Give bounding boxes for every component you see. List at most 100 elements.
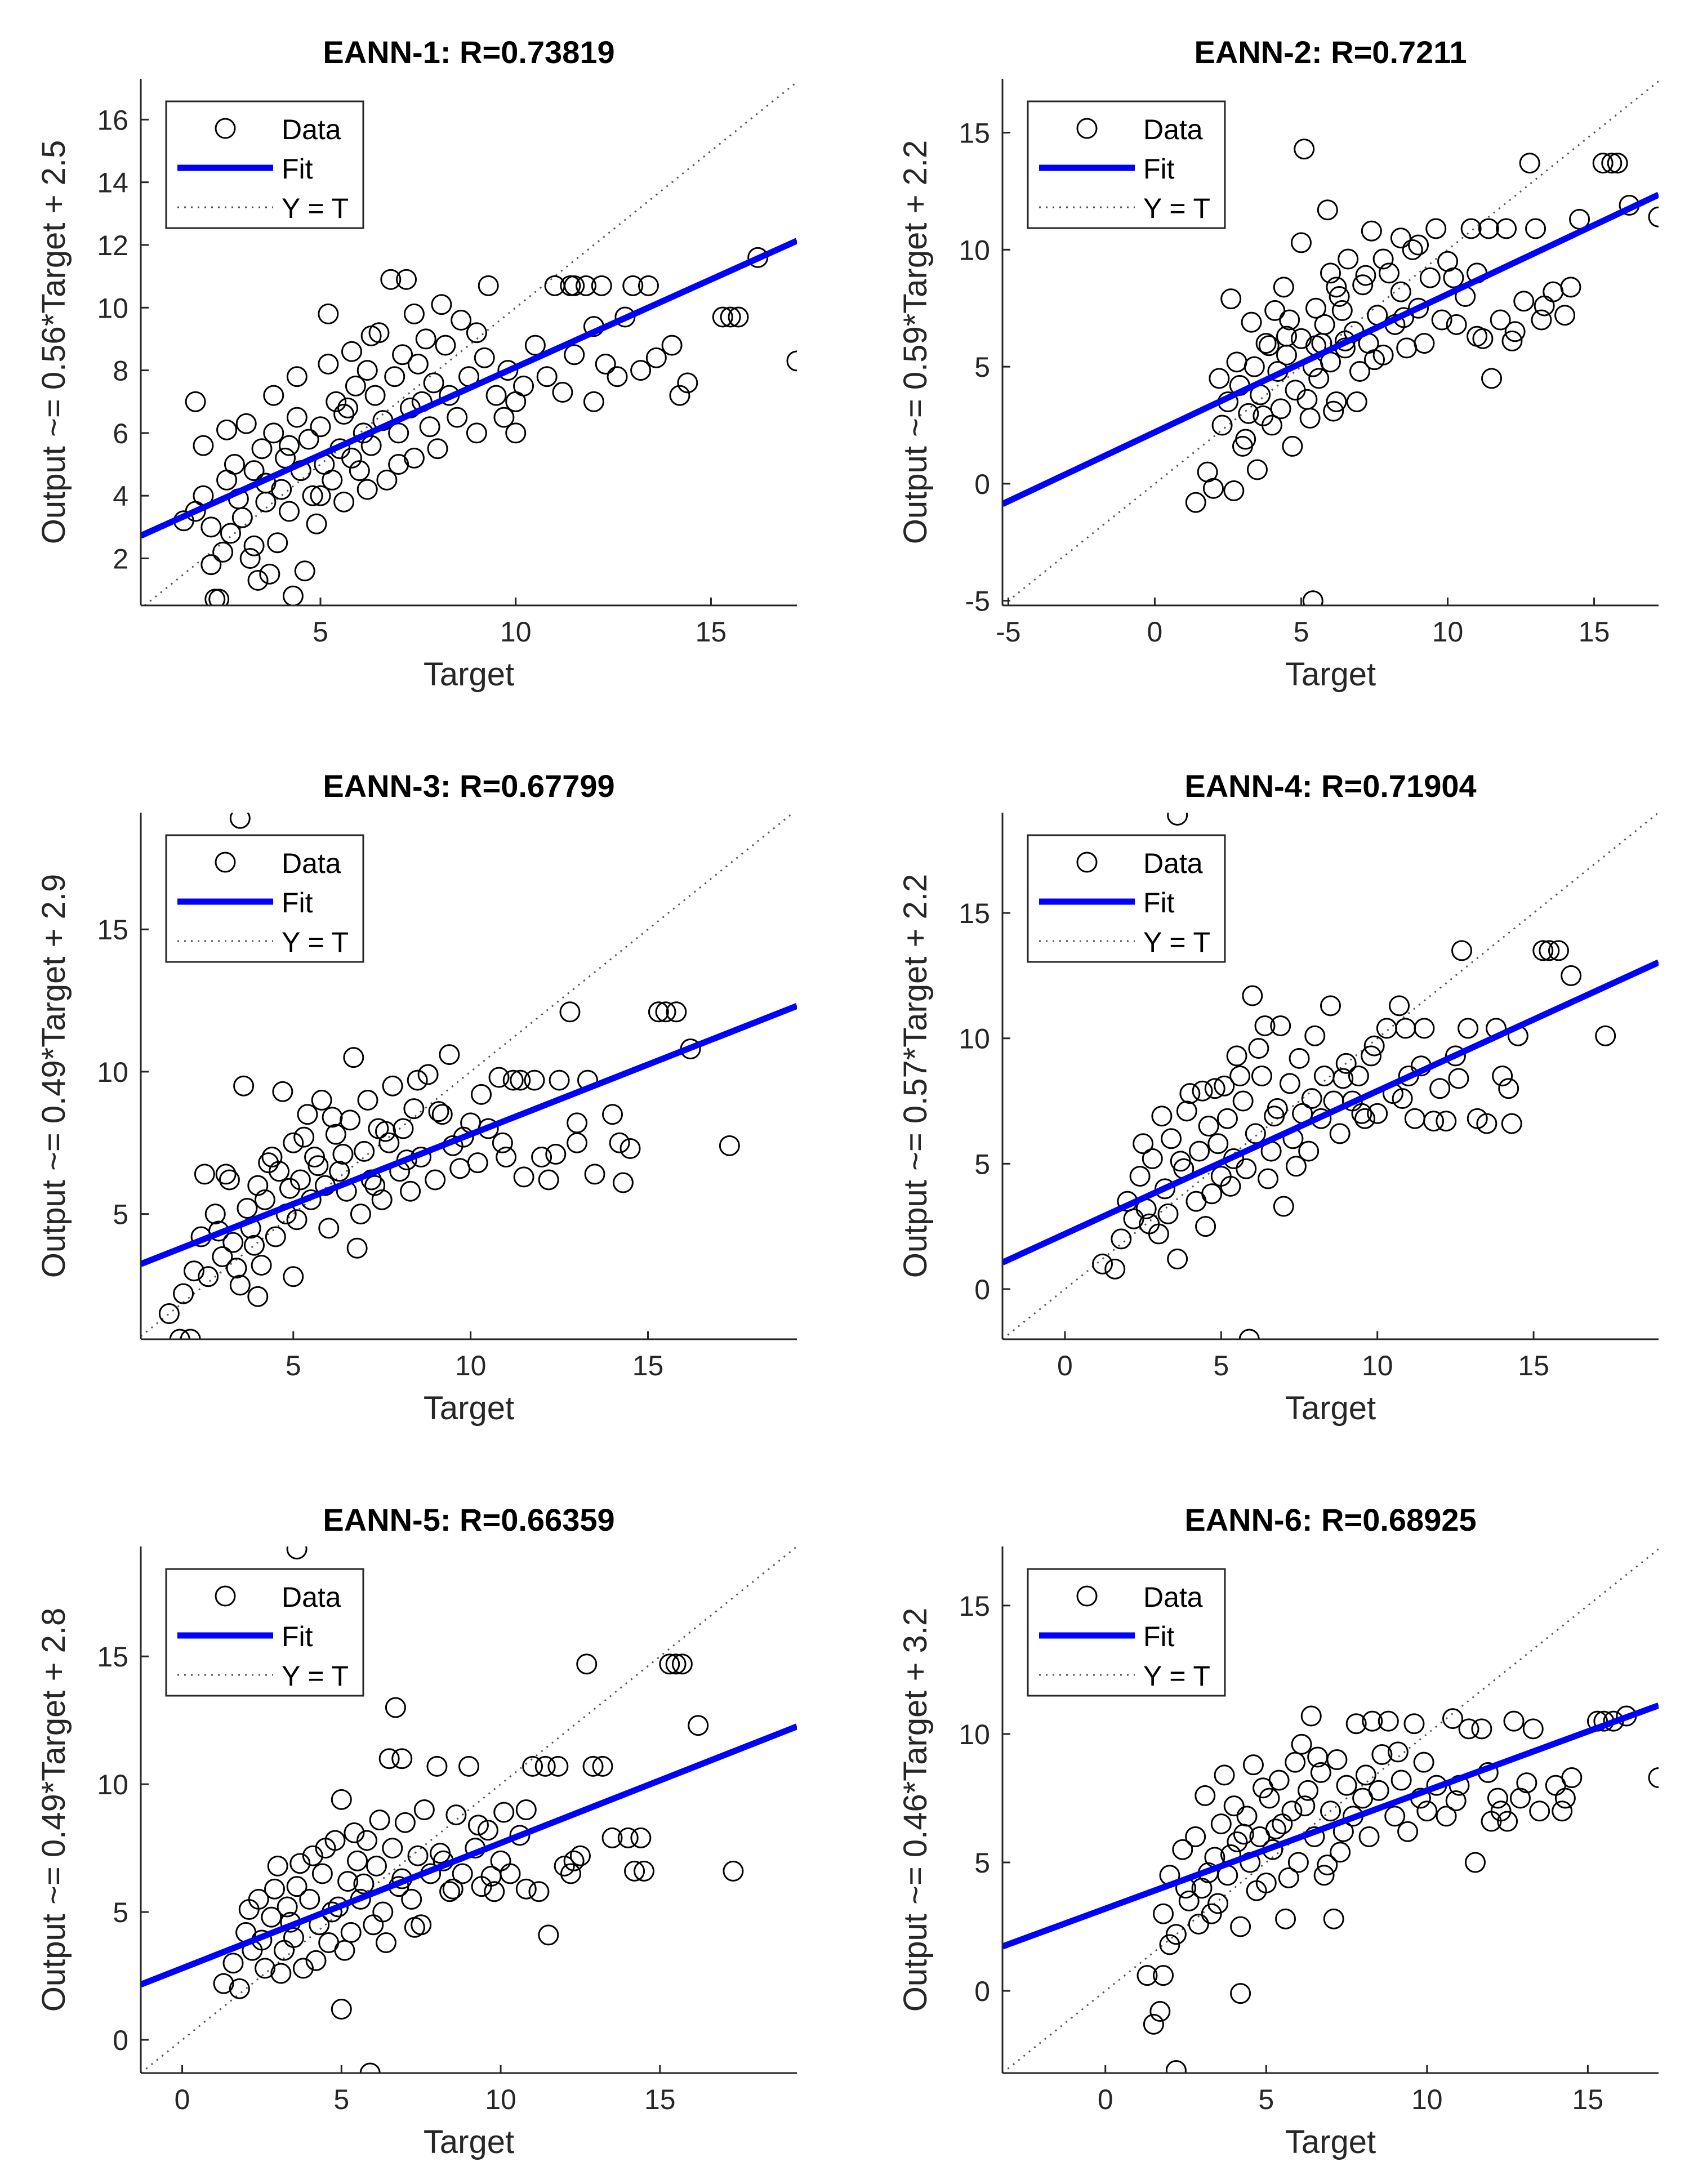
data-point	[510, 1069, 531, 1091]
data-point	[346, 1237, 368, 1259]
legend-fit-label: Fit	[282, 887, 313, 919]
data-point	[1255, 333, 1277, 354]
data-point	[1445, 1045, 1466, 1067]
y-tick-label: 0	[974, 469, 990, 500]
data-point	[340, 1922, 362, 1943]
data-point	[1092, 1253, 1113, 1274]
y-tick-label: 15	[97, 914, 128, 946]
data-point	[1291, 1733, 1312, 1755]
data-point	[1317, 1855, 1338, 1876]
data-point	[1238, 1329, 1260, 1339]
data-point	[1273, 277, 1294, 298]
x-tick-label: 10	[1432, 616, 1464, 648]
data-point	[1532, 940, 1554, 961]
data-point	[1349, 360, 1371, 382]
data-point	[1525, 218, 1546, 239]
data-point	[1308, 368, 1330, 389]
legend-data-marker	[215, 1585, 236, 1607]
data-point	[1305, 297, 1326, 319]
data-point	[1142, 1148, 1163, 1169]
data-point	[404, 1916, 425, 1938]
data-point	[1143, 2013, 1164, 2035]
data-point	[1317, 199, 1338, 221]
data-point	[1522, 1718, 1544, 1740]
reference-line-y-equals-t	[144, 81, 797, 605]
data-point	[1458, 1018, 1479, 1039]
y-tick-label: 10	[97, 292, 128, 324]
data-point	[538, 1169, 559, 1191]
data-point	[1279, 1073, 1300, 1094]
data-point	[1246, 459, 1268, 480]
data-point	[263, 422, 284, 444]
y-tick-label: 5	[974, 1847, 990, 1879]
data-point	[1361, 220, 1382, 242]
legend-fit-label: Fit	[1143, 1621, 1175, 1652]
data-point	[1323, 1908, 1344, 1929]
subplot-eann-1: 5 10 15 2 4 6 8 10 12 14 16 EANN-1: R=0.73819 Target…	[35, 34, 797, 693]
data-point	[219, 1169, 240, 1191]
data-point	[286, 366, 307, 387]
data-point	[1253, 405, 1274, 426]
data-point	[1458, 1718, 1479, 1740]
data-point	[1192, 1080, 1213, 1102]
legend-ref-label: Y = T	[1143, 926, 1210, 958]
data-point	[1195, 1785, 1216, 1806]
data-point	[322, 1107, 343, 1128]
data-point	[712, 306, 733, 328]
data-point	[1176, 1100, 1197, 1122]
legend-data-label: Data	[282, 1581, 341, 1613]
data-point	[567, 1112, 588, 1134]
data-point	[634, 1860, 655, 1882]
data-point	[1264, 300, 1286, 321]
data-point	[477, 1820, 498, 1841]
data-point	[1361, 1045, 1382, 1067]
data-point	[1467, 326, 1488, 347]
legend-data-marker	[1076, 118, 1098, 139]
data-point	[559, 1001, 581, 1023]
data-point	[1372, 248, 1394, 270]
data-point	[306, 513, 327, 534]
data-point	[442, 1878, 463, 1900]
legend-data-marker	[215, 118, 236, 139]
data-point	[183, 1260, 204, 1282]
legend-data-label: Data	[282, 848, 341, 879]
x-tick-label: 0	[175, 2084, 190, 2115]
data-point	[388, 422, 409, 444]
data-point	[1519, 153, 1540, 174]
data-point	[360, 325, 382, 346]
data-points	[173, 247, 797, 605]
data-point	[648, 1001, 669, 1023]
data-point	[1513, 291, 1535, 312]
data-point	[267, 532, 288, 554]
data-point	[333, 491, 355, 512]
data-point	[1332, 1068, 1354, 1089]
data-point	[366, 1855, 387, 1877]
data-point	[1201, 1183, 1223, 1205]
x-tick-label: 0	[1057, 1350, 1073, 1381]
data-point	[1330, 1842, 1351, 1863]
data-point	[1294, 1795, 1316, 1817]
data-point	[1503, 1710, 1525, 1732]
data-point	[372, 1901, 394, 1923]
data-point	[1161, 1128, 1182, 1149]
y-tick-label: 6	[113, 418, 128, 449]
data-point	[1167, 1249, 1188, 1270]
data-point	[329, 1161, 350, 1182]
data-point	[215, 1164, 237, 1185]
data-point	[1214, 1764, 1235, 1786]
data-point	[369, 1809, 390, 1831]
data-point	[229, 813, 251, 829]
data-point	[1509, 1788, 1531, 1809]
data-point	[1195, 1216, 1216, 1237]
subplot-eann-3: 5 10 15 5 10 15 EANN-3: R=0.67799 Target Output …	[35, 768, 797, 1427]
data-point	[1298, 1140, 1320, 1162]
y-tick-label: 0	[974, 1976, 990, 2007]
data-point	[289, 1169, 311, 1191]
data-point	[204, 1204, 226, 1225]
data-point	[354, 1140, 375, 1162]
data-point	[1279, 309, 1300, 331]
x-tick-label: 15	[1518, 1350, 1549, 1381]
data-point	[1323, 400, 1344, 422]
data-point	[1299, 408, 1321, 429]
data-point	[357, 1089, 378, 1111]
